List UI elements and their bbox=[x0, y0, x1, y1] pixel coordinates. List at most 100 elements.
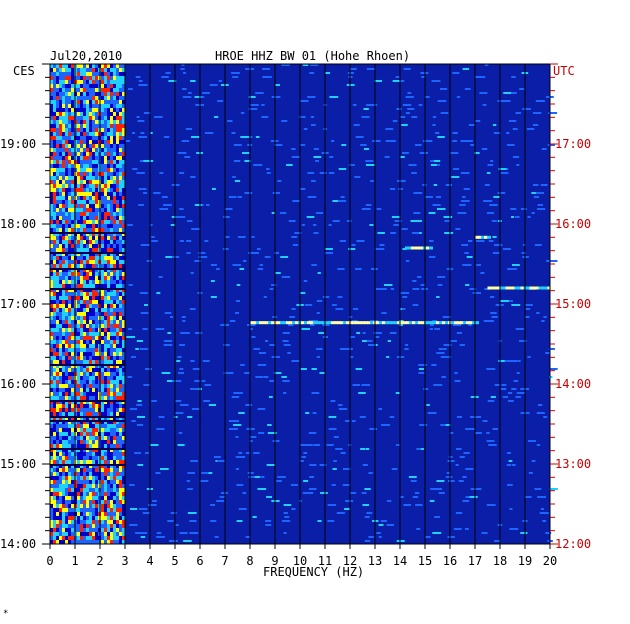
spectral-cell bbox=[92, 328, 95, 332]
spectral-cell bbox=[83, 236, 86, 240]
spectral-cell bbox=[71, 476, 74, 480]
spectral-cell bbox=[281, 120, 288, 122]
spectral-cell bbox=[65, 160, 68, 164]
spectral-cell bbox=[71, 136, 74, 140]
spectral-cell bbox=[228, 420, 235, 422]
spectral-cell bbox=[101, 336, 104, 340]
spectral-cell bbox=[122, 116, 125, 120]
spectral-cell bbox=[62, 300, 65, 304]
spectral-cell bbox=[50, 340, 53, 344]
spectral-cell bbox=[107, 540, 110, 544]
spectral-cell bbox=[92, 68, 95, 72]
spectral-cell bbox=[264, 256, 271, 258]
spectral-cell bbox=[80, 392, 83, 396]
spectral-cell bbox=[86, 140, 89, 144]
spectral-cell bbox=[95, 456, 98, 460]
spectral-cell bbox=[92, 200, 95, 204]
spectral-cell bbox=[437, 284, 443, 286]
spectral-cell bbox=[122, 188, 125, 192]
spectral-cell bbox=[77, 272, 80, 276]
spectral-cell bbox=[68, 468, 71, 472]
spectral-cell bbox=[101, 356, 104, 360]
spectral-cell bbox=[92, 504, 95, 508]
spectral-cell bbox=[56, 460, 59, 464]
narrowband-line-segment bbox=[439, 321, 443, 325]
spectral-cell bbox=[92, 408, 95, 412]
spectral-cell bbox=[518, 340, 527, 342]
spectral-cell bbox=[89, 172, 92, 176]
spectral-cell bbox=[101, 504, 104, 508]
spectral-cell bbox=[89, 432, 92, 436]
narrowband-line-segment bbox=[307, 321, 311, 325]
narrowband-line-segment bbox=[277, 321, 281, 325]
spectral-cell bbox=[95, 432, 98, 436]
spectral-cell bbox=[68, 444, 71, 448]
spectral-cell bbox=[275, 84, 281, 86]
spectral-cell bbox=[113, 144, 116, 148]
spectral-cell bbox=[101, 392, 104, 396]
spectral-cell bbox=[92, 148, 95, 152]
x-axis: 0 1 2 3 4 5 6 7 8 9 10 11 12 13 14 15 16 17 18 19 20 bbox=[46, 544, 557, 568]
spectral-cell bbox=[80, 284, 83, 288]
spectral-cell bbox=[80, 328, 83, 332]
spectral-cell bbox=[83, 524, 86, 528]
spectral-cell bbox=[116, 484, 119, 488]
spectral-cell bbox=[50, 332, 53, 336]
spectral-cell bbox=[80, 104, 83, 108]
spectral-cell bbox=[80, 312, 83, 316]
spectral-cell bbox=[101, 140, 104, 144]
spectral-cell bbox=[89, 124, 92, 128]
spectral-cell bbox=[65, 224, 68, 228]
spectral-cell bbox=[101, 412, 104, 416]
spectral-cell bbox=[186, 480, 191, 482]
spectral-cell bbox=[380, 520, 387, 522]
spectral-cell bbox=[122, 456, 125, 460]
spectral-cell bbox=[170, 512, 177, 514]
spectral-cell bbox=[101, 108, 104, 112]
spectral-cell bbox=[80, 528, 83, 532]
spectral-cell bbox=[119, 492, 122, 496]
spectral-cell bbox=[89, 336, 92, 340]
spectral-cell bbox=[225, 324, 230, 326]
spectral-cell bbox=[56, 148, 59, 152]
spectral-cell bbox=[62, 160, 65, 164]
narrowband-line-segment bbox=[376, 321, 380, 325]
spectral-cell bbox=[315, 160, 319, 162]
spectral-cell bbox=[68, 472, 71, 476]
spectral-cell bbox=[209, 84, 218, 86]
spectral-cell bbox=[119, 200, 122, 204]
spectral-cell bbox=[104, 116, 107, 120]
spectral-cell bbox=[68, 512, 71, 516]
spectral-cell bbox=[89, 88, 92, 92]
spectral-cell bbox=[349, 68, 357, 70]
spectral-cell bbox=[110, 240, 113, 244]
spectral-cell bbox=[253, 164, 258, 166]
left-time-label: 16:00 bbox=[0, 377, 36, 391]
spectral-cell bbox=[104, 228, 107, 232]
spectral-cell bbox=[156, 536, 166, 538]
spectral-cell bbox=[101, 120, 104, 124]
spectral-cell bbox=[80, 440, 83, 444]
spectral-cell bbox=[516, 392, 526, 394]
spectral-cell bbox=[92, 124, 95, 128]
spectral-cell bbox=[375, 248, 385, 250]
spectral-cell bbox=[80, 196, 83, 200]
spectral-cell bbox=[113, 120, 116, 124]
spectral-cell bbox=[71, 244, 74, 248]
spectral-cell bbox=[65, 444, 68, 448]
spectral-cell bbox=[119, 528, 122, 532]
spectral-cell bbox=[68, 368, 71, 372]
spectral-cell bbox=[104, 388, 107, 392]
spectral-cell bbox=[104, 248, 107, 252]
spectral-cell bbox=[50, 248, 53, 252]
spectral-cell bbox=[56, 520, 59, 524]
spectral-cell bbox=[71, 228, 74, 232]
spectral-cell bbox=[65, 480, 68, 484]
spectral-cell bbox=[508, 400, 514, 402]
spectral-cell bbox=[95, 168, 98, 172]
spectral-cell bbox=[68, 140, 71, 144]
spectral-cell bbox=[59, 384, 62, 388]
spectral-cell bbox=[68, 100, 71, 104]
spectral-cell bbox=[181, 140, 190, 142]
spectral-cell bbox=[62, 388, 65, 392]
